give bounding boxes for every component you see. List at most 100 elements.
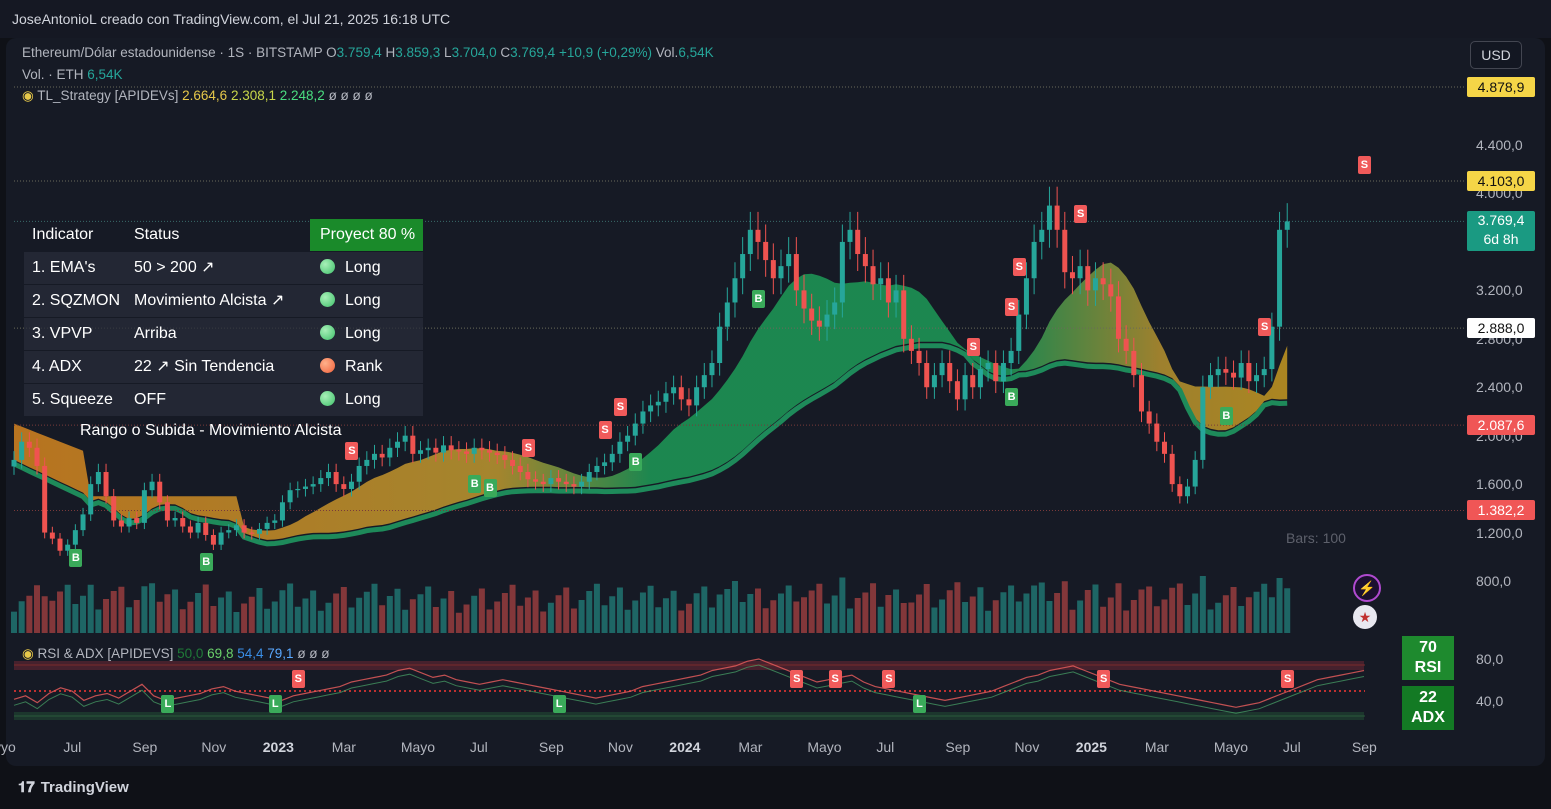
- x-tick: 2024: [669, 739, 701, 755]
- short-signal-marker: S: [790, 670, 804, 688]
- candle-body: [464, 451, 470, 454]
- volume-bar: [670, 590, 677, 633]
- volume-bar: [340, 587, 347, 633]
- volume-bar: [570, 608, 577, 633]
- volume-bar: [908, 602, 915, 633]
- candle-body: [34, 447, 40, 466]
- volume-bar: [793, 601, 800, 633]
- volume-bar: [939, 599, 946, 633]
- candle-body: [164, 502, 170, 521]
- y-tick: 2.400,0: [1476, 379, 1523, 396]
- volume-bar: [310, 590, 317, 633]
- adx-line: [13, 664, 1365, 714]
- volume-bar: [18, 601, 25, 633]
- volume-bar: [916, 594, 923, 633]
- rsi-legend[interactable]: ◉ RSI & ADX [APIDEVS] 50,0 69,8 54,4 79,…: [22, 646, 330, 661]
- volume-bar: [371, 583, 378, 633]
- candle-body: [993, 363, 999, 382]
- price-label-sub: 6d 8h: [1483, 231, 1519, 248]
- candle-body: [510, 459, 516, 466]
- candle-body: [709, 363, 715, 376]
- candle-body: [901, 290, 907, 339]
- volume-bar: [486, 609, 493, 633]
- candle-body: [1039, 229, 1045, 242]
- candle-body: [1100, 278, 1106, 285]
- candle-body: [371, 453, 377, 460]
- volume-bar: [87, 584, 94, 633]
- sell-signal-marker: S: [345, 442, 359, 461]
- volume-bar: [831, 595, 838, 633]
- volume-bar: [1038, 582, 1045, 633]
- candle-body: [111, 496, 117, 521]
- volume-bar: [118, 586, 125, 633]
- volume-bar: [1138, 589, 1145, 633]
- volume-bar: [808, 590, 815, 633]
- volume-bar: [655, 607, 662, 633]
- candle-body: [763, 241, 769, 261]
- candle-body: [218, 532, 224, 545]
- candle-body: [839, 241, 845, 303]
- volume-bar: [647, 585, 654, 633]
- candle-body: [954, 381, 960, 400]
- rsi-value-box: 70 RSI: [1402, 636, 1454, 680]
- candle-body: [533, 479, 539, 482]
- volume-bar: [448, 591, 455, 633]
- open-value: 3.759,4: [336, 45, 382, 60]
- y-tick: 3.200,0: [1476, 282, 1523, 299]
- volume-bar: [425, 586, 432, 633]
- volume-bar: [524, 597, 531, 633]
- lightning-icon[interactable]: ⚡: [1353, 574, 1381, 602]
- volume-bar: [639, 592, 646, 633]
- x-tick: Jul: [469, 739, 488, 755]
- candle-body: [256, 528, 262, 534]
- x-tick: Nov: [1014, 739, 1040, 755]
- header-status: Status: [134, 226, 180, 243]
- volume-bar: [394, 588, 401, 633]
- volume-bar: [977, 587, 984, 633]
- indicator-info[interactable]: ◉ TL_Strategy [APIDEVs] 2.664,6 2.308,1 …: [22, 88, 373, 103]
- volume-bar: [801, 597, 808, 633]
- volume-bar: [80, 595, 87, 633]
- candle-body: [88, 484, 94, 515]
- candle-body: [226, 530, 232, 533]
- sell-signal-marker: S: [1005, 298, 1019, 317]
- panel-header-row: Indicator Status Proyect 80 %: [24, 219, 424, 252]
- candle-body: [1269, 326, 1275, 370]
- candle-body: [678, 387, 684, 400]
- volume-bar: [770, 600, 777, 633]
- volume-bar: [156, 601, 163, 633]
- candle-body: [1062, 229, 1068, 273]
- volume-bar: [1061, 581, 1068, 633]
- y-tick: 1.200,0: [1476, 524, 1523, 541]
- currency-button[interactable]: USD: [1470, 41, 1522, 69]
- volume-bar: [870, 583, 877, 633]
- candle-body: [1177, 484, 1183, 497]
- volume-bar: [202, 584, 209, 633]
- status-dot-green: [320, 391, 335, 406]
- sell-signal-marker: S: [1012, 258, 1026, 277]
- volume-bar: [1253, 591, 1260, 633]
- x-tick: Mayo: [400, 739, 436, 755]
- volume-bar: [847, 608, 854, 633]
- status-dot-green: [320, 292, 335, 307]
- panel-row: 2. SQZMON Movimiento Alcista ↗ Long: [24, 285, 424, 318]
- us-flag-icon[interactable]: ★: [1353, 605, 1377, 629]
- volume-bar: [785, 585, 792, 633]
- candle-body: [356, 465, 362, 482]
- volume-bar: [693, 593, 700, 633]
- candle-body: [970, 375, 976, 388]
- high-value: 3.859,3: [395, 45, 441, 60]
- volume-bar: [164, 594, 171, 633]
- header-projection: Proyect 80 %: [310, 219, 423, 251]
- candle-body: [625, 435, 631, 442]
- symbol-name: Ethereum/Dólar estadounidense · 1S · BIT…: [22, 45, 323, 60]
- volume-bar: [678, 610, 685, 633]
- volume-bar: [1077, 600, 1084, 633]
- candle-body: [1046, 205, 1052, 230]
- candle-body: [1192, 459, 1198, 487]
- candle-body: [916, 350, 922, 364]
- candle-body: [602, 462, 608, 466]
- volume-bar: [172, 589, 179, 633]
- candle-body: [1069, 272, 1075, 279]
